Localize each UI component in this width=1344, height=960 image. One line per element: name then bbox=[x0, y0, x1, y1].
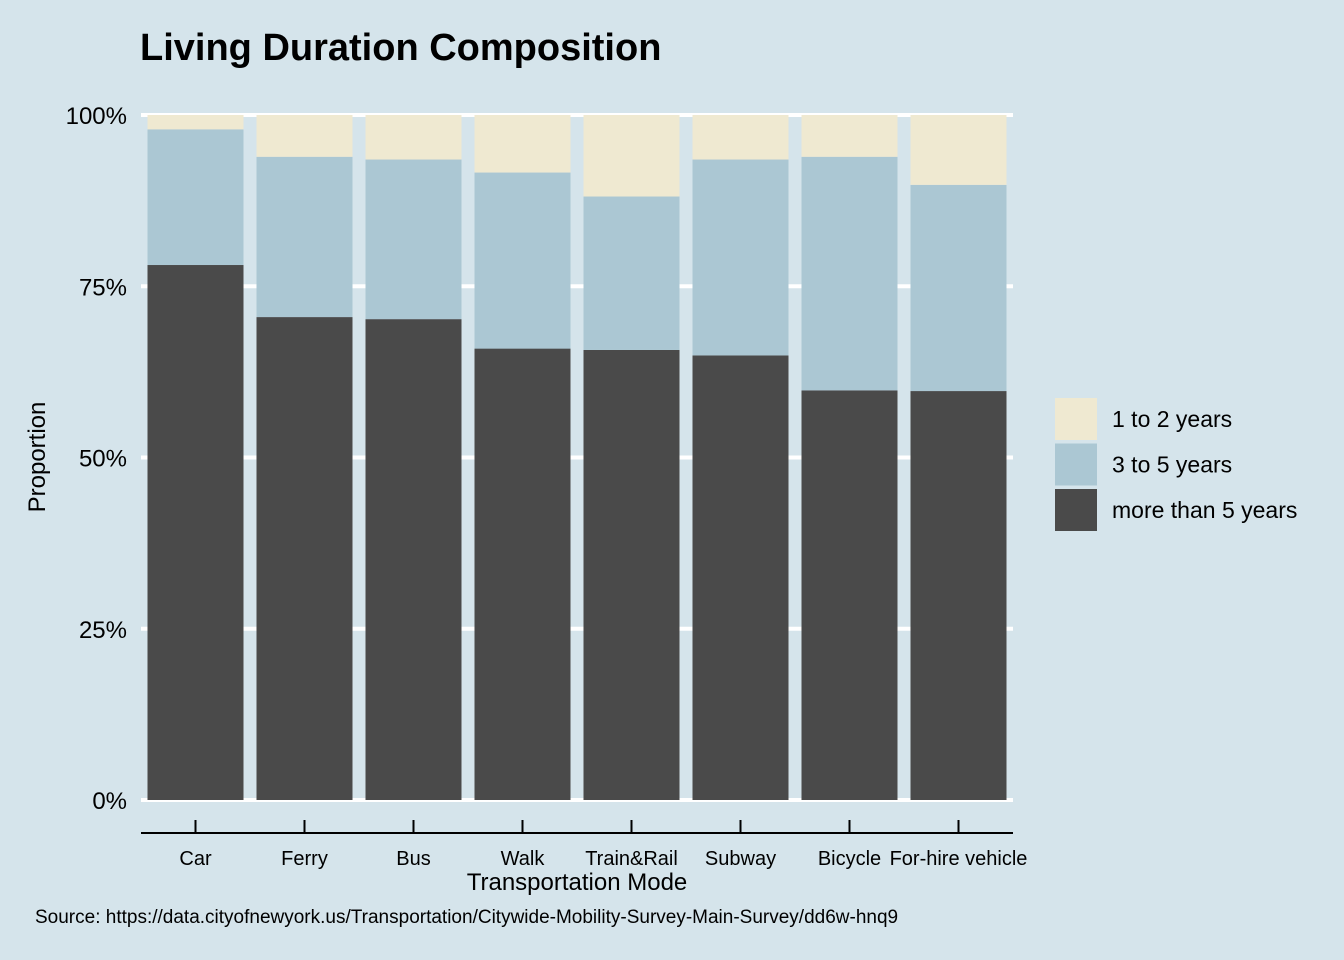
legend-label: 3 to 5 years bbox=[1112, 452, 1232, 478]
bar-segment bbox=[365, 319, 462, 800]
chart-title: Living Duration Composition bbox=[140, 27, 661, 69]
bars bbox=[147, 115, 1007, 800]
y-axis: 0% 25% 50% 75% 100% bbox=[66, 103, 127, 815]
bar-segment bbox=[365, 159, 462, 320]
bar-segment bbox=[474, 115, 571, 173]
legend-label: more than 5 years bbox=[1112, 497, 1297, 523]
bar-segment bbox=[147, 115, 244, 130]
x-axis: Car Ferry Bus Walk Train&Rail Subway Bicycle Fo… bbox=[141, 820, 1027, 870]
bar-segment bbox=[365, 115, 462, 160]
bar-segment bbox=[256, 156, 353, 318]
bar-segment bbox=[474, 172, 571, 349]
legend-swatch bbox=[1055, 489, 1097, 531]
bar-segment bbox=[801, 156, 898, 391]
bar-segment bbox=[147, 265, 244, 800]
x-tick-label: Subway bbox=[705, 848, 776, 870]
x-axis-label: Transportation Mode bbox=[467, 869, 688, 896]
y-tick-label: 100% bbox=[66, 103, 127, 130]
y-tick-label: 50% bbox=[79, 446, 127, 473]
x-tick-label: Bus bbox=[396, 848, 430, 870]
bar-segment bbox=[147, 129, 244, 266]
legend-swatch bbox=[1055, 398, 1097, 440]
x-tick-label: For-hire vehicle bbox=[890, 848, 1028, 870]
bar-segment bbox=[583, 349, 680, 800]
bar-segment bbox=[910, 391, 1007, 800]
bar-segment bbox=[256, 115, 353, 157]
y-axis-label: Proportion bbox=[24, 402, 51, 513]
bar-segment bbox=[474, 348, 571, 800]
y-tick-label: 0% bbox=[92, 788, 127, 815]
source-note: Source: https://data.cityofnewyork.us/Tr… bbox=[35, 907, 898, 928]
legend-label: 1 to 2 years bbox=[1112, 406, 1232, 432]
x-tick-label: Car bbox=[179, 848, 212, 870]
bar-segment bbox=[801, 390, 898, 800]
bar-segment bbox=[692, 159, 789, 356]
bar-segment bbox=[692, 115, 789, 160]
bar-segment bbox=[583, 196, 680, 350]
x-tick-label: Train&Rail bbox=[585, 848, 678, 870]
y-tick-label: 75% bbox=[79, 274, 127, 301]
bar-segment bbox=[583, 115, 680, 197]
bar-segment bbox=[801, 115, 898, 157]
legend-swatch bbox=[1055, 443, 1097, 486]
bar-segment bbox=[692, 355, 789, 800]
x-tick-label: Walk bbox=[501, 848, 546, 870]
x-tick-label: Ferry bbox=[281, 848, 328, 870]
bar-segment bbox=[910, 115, 1007, 185]
bar-segment bbox=[256, 317, 353, 800]
y-tick-label: 25% bbox=[79, 617, 127, 644]
bar-segment bbox=[910, 184, 1007, 392]
x-tick-label: Bicycle bbox=[818, 848, 881, 870]
legend: 1 to 2 years 3 to 5 years more than 5 year… bbox=[1055, 398, 1297, 531]
